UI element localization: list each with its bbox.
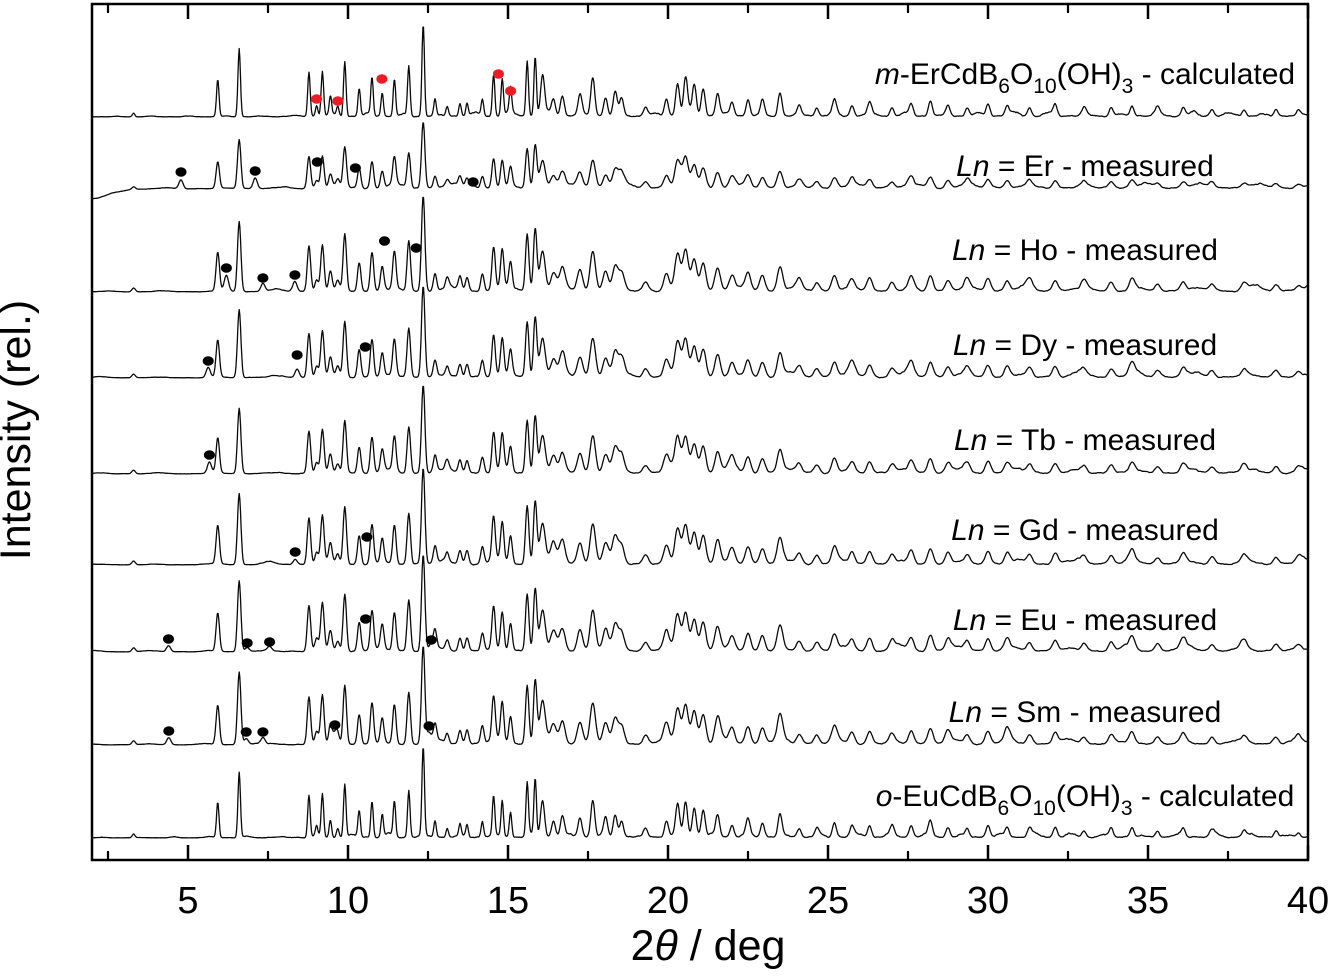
trace-label-ln-gd-measured: Ln = Gd - measured <box>951 514 1219 547</box>
trace-label-ln-ho-measured: Ln = Ho - measured <box>952 234 1218 267</box>
trace-ln-ho-measured <box>91 196 1309 293</box>
x-tick-label: 5 <box>177 880 198 922</box>
black-impurity-marker <box>359 342 371 352</box>
black-impurity-marker <box>423 721 435 731</box>
x-axis-title: 2θ / deg <box>631 922 786 970</box>
trace-m-er-calculated <box>91 26 1309 118</box>
x-tick-label: 15 <box>487 880 529 922</box>
trace-label-o-eu-calculated: o-EuCdB6O10(OH)3 - calculated <box>876 780 1295 820</box>
black-impurity-marker <box>289 547 301 557</box>
black-impurity-marker <box>361 532 373 542</box>
black-impurity-marker <box>203 450 215 460</box>
black-impurity-marker <box>163 634 174 644</box>
x-tick-label: 30 <box>967 880 1009 922</box>
red-impurity-marker <box>505 86 517 96</box>
trace-label-ln-dy-measured: Ln = Dy - measured <box>953 329 1217 362</box>
x-tick-label: 35 <box>1127 880 1169 922</box>
black-impurity-marker <box>241 638 253 648</box>
trace-ln-tb-measured <box>91 385 1309 475</box>
trace-ln-dy-measured <box>91 286 1309 379</box>
black-impurity-marker <box>360 614 372 624</box>
black-impurity-marker <box>410 243 422 253</box>
black-impurity-marker <box>264 637 276 647</box>
black-impurity-marker <box>467 177 479 187</box>
black-impurity-marker <box>379 236 390 246</box>
axis-titles: Intensity (rel.) 2θ / deg <box>0 300 785 970</box>
red-impurity-marker <box>332 96 344 106</box>
black-impurity-marker <box>249 166 261 176</box>
red-impurity-marker <box>311 94 323 104</box>
black-impurity-marker <box>311 157 323 167</box>
black-impurity-marker <box>349 163 361 173</box>
trace-labels: m-ErCdB6O10(OH)3 - calculated Ln = Er - m… <box>875 58 1295 820</box>
y-axis-title: Intensity (rel.) <box>0 300 40 560</box>
trace-label-ln-tb-measured: Ln = Tb - measured <box>954 424 1216 457</box>
trace-o-eu-calculated <box>91 748 1309 839</box>
black-impurity-marker <box>291 350 303 360</box>
red-impurity-marker <box>492 69 504 79</box>
trace-label-m-er-calculated: m-ErCdB6O10(OH)3 - calculated <box>875 58 1295 98</box>
trace-ln-eu-measured <box>91 555 1309 653</box>
trace-ln-sm-measured <box>91 646 1309 746</box>
trace-ln-gd-measured <box>91 468 1309 566</box>
x-tick-label: 25 <box>807 880 849 922</box>
black-impurity-marker <box>257 727 269 737</box>
trace-label-ln-er-measured: Ln = Er - measured <box>956 150 1214 183</box>
trace-label-ln-eu-measured: Ln = Eu - measured <box>953 604 1217 637</box>
black-impurity-marker <box>220 263 232 273</box>
plot-frame: 5 10 15 20 25 30 35 40 <box>90 2 1328 922</box>
black-impurity-marker <box>329 720 341 730</box>
diffraction-traces <box>91 26 1309 839</box>
black-impurity-marker <box>175 167 187 177</box>
plot-border <box>90 2 1310 862</box>
x-tick-label: 20 <box>647 880 689 922</box>
trace-ln-er-measured <box>91 122 1309 200</box>
black-impurity-marker <box>425 635 437 645</box>
black-impurity-marker <box>257 273 269 283</box>
black-impurity-marker <box>289 270 301 280</box>
x-tick-label: 40 <box>1287 880 1328 922</box>
impurity-markers <box>163 69 517 737</box>
black-impurity-marker <box>240 727 252 737</box>
trace-label-ln-sm-measured: Ln = Sm - measured <box>949 696 1222 729</box>
x-tick-label: 10 <box>327 880 369 922</box>
red-impurity-marker <box>376 74 388 84</box>
black-impurity-marker <box>163 726 175 736</box>
black-impurity-marker <box>202 356 214 366</box>
